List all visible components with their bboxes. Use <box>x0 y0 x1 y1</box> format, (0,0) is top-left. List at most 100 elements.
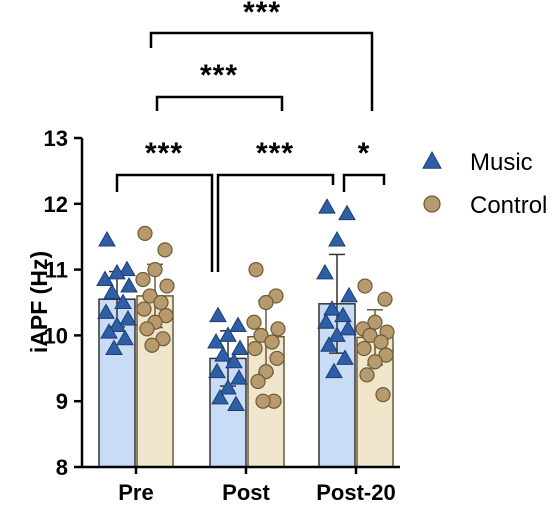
point-control <box>153 294 169 311</box>
point-music <box>97 303 115 319</box>
y-tick-label: 13 <box>44 126 68 151</box>
point-control <box>248 262 264 278</box>
y-axis-label: iAPF (Hz) <box>26 251 52 353</box>
significance-bracket <box>342 173 386 192</box>
x-tick-label: Post-20 <box>316 480 395 505</box>
legend-label-music: Music <box>470 149 533 176</box>
point-control <box>155 331 171 347</box>
point-music <box>105 339 123 356</box>
point-control <box>375 387 391 403</box>
point-music <box>108 316 126 333</box>
point-music <box>225 352 243 369</box>
point-control <box>258 294 274 311</box>
point-music <box>229 316 247 333</box>
point-control <box>362 327 378 343</box>
x-tick-label: Post <box>222 480 270 505</box>
point-music <box>338 204 356 221</box>
significance-label: * <box>358 137 371 170</box>
point-music <box>231 339 249 356</box>
point-music <box>340 286 358 303</box>
point-music <box>334 306 352 323</box>
significance-bracket <box>149 31 374 111</box>
x-tick-label: Pre <box>118 480 153 505</box>
point-music <box>108 263 126 280</box>
point-music <box>323 300 341 316</box>
point-music <box>211 388 229 405</box>
point-control <box>356 340 372 357</box>
point-music <box>119 309 137 326</box>
point-control <box>269 350 285 367</box>
point-control <box>378 347 394 363</box>
point-music <box>116 329 134 346</box>
point-music <box>219 379 237 395</box>
point-control <box>159 278 175 294</box>
legend-marker-music <box>422 150 442 169</box>
point-control <box>377 291 393 307</box>
point-control <box>135 271 151 288</box>
y-tick-label: 8 <box>56 455 68 480</box>
point-control <box>357 278 373 294</box>
point-control <box>157 242 173 258</box>
point-control <box>264 334 280 350</box>
point-music <box>318 198 336 214</box>
point-music <box>317 313 335 329</box>
y-tick-label: 9 <box>56 389 68 414</box>
legend-marker-control <box>423 195 441 213</box>
point-control <box>373 334 389 350</box>
point-music <box>103 283 121 300</box>
significance-bracket <box>115 173 214 272</box>
significance-bracket <box>216 173 335 272</box>
point-music <box>118 260 136 277</box>
point-control <box>147 262 163 278</box>
point-control <box>367 354 383 370</box>
point-control <box>359 367 375 383</box>
significance-label: *** <box>145 137 183 170</box>
point-control <box>270 321 286 337</box>
point-music <box>325 362 343 379</box>
y-tick-label: 11 <box>45 258 68 283</box>
point-control <box>247 340 263 357</box>
y-tick-label: 10 <box>44 323 68 348</box>
legend: Music Control <box>422 149 547 219</box>
point-control <box>255 393 271 409</box>
point-control <box>144 337 160 353</box>
point-music <box>214 346 232 362</box>
point-control <box>158 308 174 324</box>
point-music <box>328 230 346 247</box>
point-music <box>96 270 114 286</box>
point-control <box>137 225 153 242</box>
point-music <box>98 230 116 247</box>
point-music <box>208 362 226 379</box>
point-control <box>367 314 383 330</box>
point-music <box>114 293 132 309</box>
points-layer <box>96 198 395 411</box>
y-tick-label: 12 <box>44 192 68 217</box>
point-music <box>328 326 346 342</box>
point-music <box>227 395 245 411</box>
point-music <box>120 277 138 293</box>
significance-brackets: *** *** ******* <box>115 0 386 272</box>
legend-label-control: Control <box>470 192 547 219</box>
point-music <box>339 319 357 336</box>
point-control <box>250 373 266 390</box>
point-music <box>100 323 118 339</box>
y-axis: 8 9 10 11 12 13 Pre Post Post-20 <box>44 126 400 505</box>
point-control <box>258 363 274 380</box>
point-control <box>142 288 158 304</box>
point-music <box>209 306 227 323</box>
point-music <box>336 349 354 365</box>
point-control <box>253 327 269 343</box>
point-control <box>139 321 155 337</box>
point-music <box>316 263 334 280</box>
point-music <box>219 326 237 342</box>
significance-label: *** <box>243 0 281 29</box>
point-music <box>207 332 225 349</box>
point-control <box>136 301 152 317</box>
significance-bracket <box>155 95 284 111</box>
point-music <box>230 369 248 385</box>
point-music <box>320 336 338 352</box>
significance-label: *** <box>200 59 238 92</box>
significance-label: *** <box>256 137 294 170</box>
point-control <box>246 314 262 330</box>
